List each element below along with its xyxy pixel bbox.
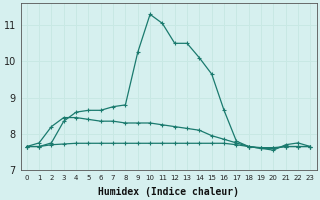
X-axis label: Humidex (Indice chaleur): Humidex (Indice chaleur) <box>98 186 239 197</box>
